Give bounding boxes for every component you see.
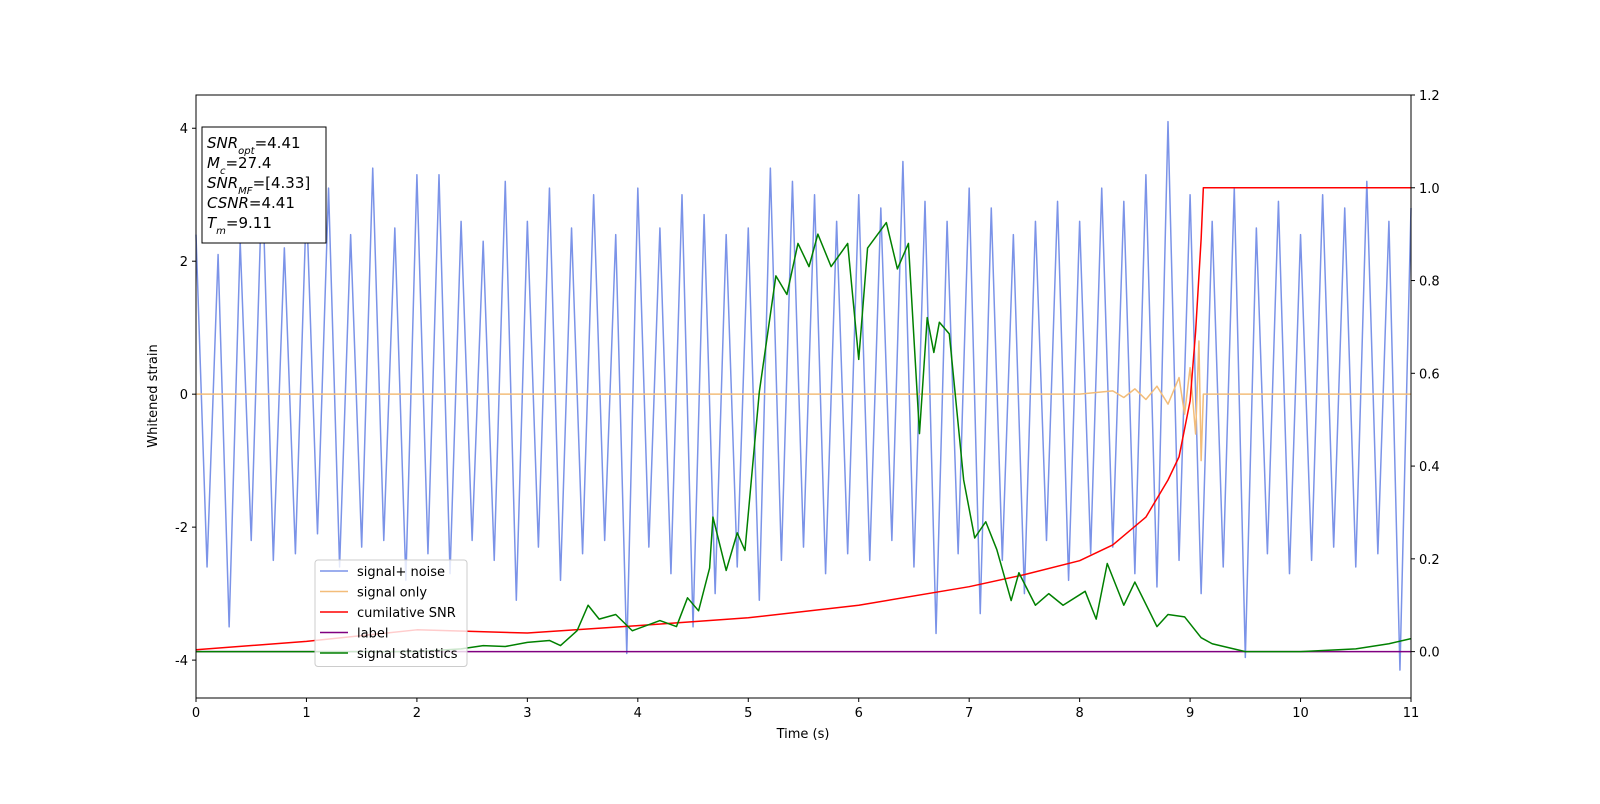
series-line xyxy=(195,120,1412,671)
x-tick-label: 5 xyxy=(744,706,752,721)
annotation-text: SNRMF=[4.33] xyxy=(207,174,310,197)
legend-label: cumilative SNR xyxy=(357,606,456,621)
y2-tick-label: 0.0 xyxy=(1419,646,1440,661)
annotation-symbol: SNR xyxy=(207,174,238,192)
x-tick-label: 11 xyxy=(1403,706,1420,721)
y-tick-label: -2 xyxy=(175,521,188,536)
annotation-subscript: MF xyxy=(238,186,253,197)
annotation-frame xyxy=(201,126,327,244)
annotation-value: =4.41 xyxy=(249,194,295,212)
annotation-subscript: opt xyxy=(238,146,255,157)
legend-label: signal+ noise xyxy=(357,565,445,580)
y2-tick-label: 0.4 xyxy=(1419,460,1440,475)
legend: signal+ noise signal only cumilative SNR la… xyxy=(314,559,468,667)
legend-frame xyxy=(314,559,468,667)
annotation-symbol: CSNR xyxy=(207,194,249,212)
annotation-text: Tm=9.11 xyxy=(207,214,272,237)
y-axis-label: Whitened strain xyxy=(146,344,161,447)
x-tick-label: 7 xyxy=(965,706,973,721)
x-tick-label: 6 xyxy=(855,706,863,721)
annotation-subscript: c xyxy=(220,166,226,177)
y2-tick-label: 0.8 xyxy=(1419,275,1440,290)
x-tick-label: 4 xyxy=(634,706,642,721)
y-tick-label: 4 xyxy=(180,122,188,137)
annotation-symbol: T xyxy=(207,214,218,232)
annotation-box: SNRopt=4.41Mc=27.4SNRMF=[4.33]CSNR=4.41T… xyxy=(201,126,327,244)
y-tick-label: 2 xyxy=(180,255,188,270)
y2-tick-label: 0.2 xyxy=(1419,553,1440,568)
y2-tick-label: 1.0 xyxy=(1419,182,1440,197)
x-tick-label: 10 xyxy=(1292,706,1309,721)
legend-label: label xyxy=(357,627,388,642)
series-line xyxy=(195,187,1411,651)
x-tick-label: 1 xyxy=(302,706,310,721)
series-line xyxy=(196,340,1411,462)
x-tick-label: 9 xyxy=(1186,706,1194,721)
x-tick-label: 3 xyxy=(523,706,531,721)
x-axis-label: Time (s) xyxy=(776,727,830,742)
annotation-value: =9.11 xyxy=(226,214,272,232)
annotation-symbol: M xyxy=(207,154,220,172)
x-tick-label: 2 xyxy=(413,706,421,721)
legend-label: signal only xyxy=(357,586,427,601)
legend-label: signal statistics xyxy=(357,647,458,662)
annotation-symbol: SNR xyxy=(207,134,238,152)
y-tick-label: -4 xyxy=(175,654,188,669)
annotation-subscript: m xyxy=(216,226,226,237)
series-line xyxy=(196,221,1412,653)
x-tick-label: 0 xyxy=(192,706,200,721)
y2-tick-label: 1.2 xyxy=(1419,89,1440,104)
y2-tick-label: 0.6 xyxy=(1419,367,1440,382)
annotation-text: Mc=27.4 xyxy=(207,154,271,177)
x-tick-label: 8 xyxy=(1075,706,1083,721)
axes-frame xyxy=(195,94,1412,699)
annotation-value: =[4.33] xyxy=(253,174,311,192)
annotation-value: =27.4 xyxy=(225,154,271,172)
annotation-value: =4.41 xyxy=(255,134,301,152)
annotation-text: SNRopt=4.41 xyxy=(207,134,301,157)
y-tick-label: 0 xyxy=(180,388,188,403)
annotation-text: CSNR=4.41 xyxy=(207,194,295,212)
